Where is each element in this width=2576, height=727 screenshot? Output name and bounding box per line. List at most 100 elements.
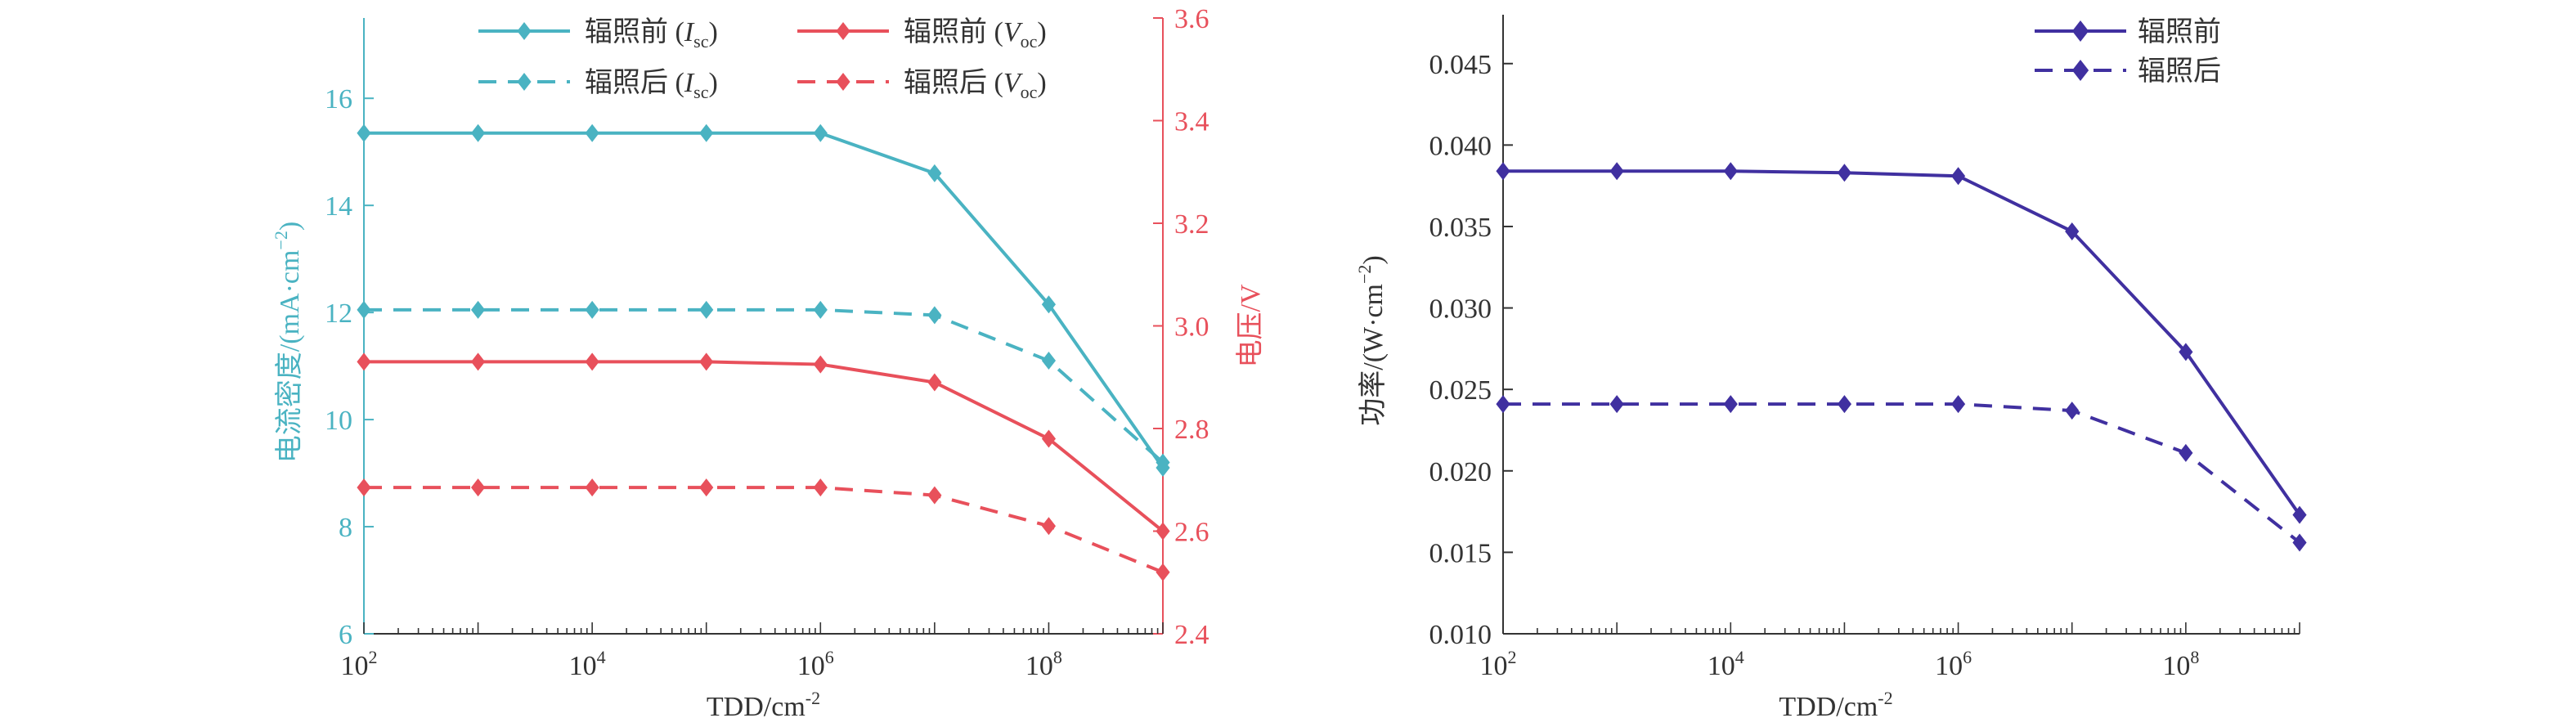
legend-paren: ) — [1037, 68, 1046, 98]
left-y-axis-label: 电流密度/(mA·cm−2) — [271, 222, 305, 463]
y-axis-label-sup: −2 — [1354, 265, 1375, 284]
legend-sub: oc — [1021, 82, 1038, 102]
data-point — [1609, 162, 1624, 181]
legend-entry: 辐照后 — [2035, 56, 2221, 87]
legend-var: I — [684, 17, 695, 47]
legend-entry: 辐照前 (Voc) — [797, 16, 1047, 52]
y-tick-label: 0.010 — [1429, 620, 1492, 650]
x-tick-base: 10 — [2162, 651, 2190, 681]
series-line-0 — [364, 131, 1165, 469]
x-tick-exp: 6 — [825, 647, 834, 667]
data-point — [357, 123, 371, 142]
data-point — [2179, 443, 2193, 462]
legend-marker — [2071, 60, 2089, 81]
right-y-tick-label: 3.2 — [1174, 209, 1209, 240]
legend-label: 辐照前 (Isc) — [585, 16, 718, 52]
x-axis-label: TDD/cm-2 — [1779, 688, 1892, 722]
x-tick-label: 106 — [1935, 647, 1972, 681]
data-point — [927, 486, 942, 505]
x-tick-base: 10 — [1480, 651, 1508, 681]
legend-paren: ( — [668, 68, 684, 98]
legend-label: 辐照后 (Voc) — [904, 67, 1047, 102]
legend-paren: ) — [708, 68, 717, 98]
series-line-2 — [364, 360, 1165, 533]
data-point — [585, 478, 599, 497]
y-tick-label: 0.030 — [1429, 294, 1492, 325]
left-y-tick-label: 10 — [325, 406, 352, 436]
legend-sub: oc — [1021, 31, 1038, 52]
data-point — [1041, 295, 1057, 314]
x-tick-label: 108 — [2162, 647, 2199, 681]
right-y-tick-label: 3.4 — [1174, 107, 1209, 137]
data-point — [357, 300, 371, 319]
x-tick-label: 106 — [797, 647, 834, 681]
chart-2: 0.010 0.015 0.020 0.025 0.030 0.035 0.040 0.045… — [1354, 15, 2307, 722]
series-line-3 — [364, 486, 1164, 574]
legend-label: 辐照前 — [2138, 16, 2221, 47]
left-y-tick-label: 6 — [339, 620, 352, 650]
x-tick-label: 108 — [1025, 647, 1062, 681]
legend-paren: ) — [1037, 17, 1046, 47]
data-point — [470, 300, 486, 319]
left-y-tick-label: 14 — [325, 191, 352, 222]
data-point — [1837, 395, 1852, 414]
legend-marker — [517, 73, 532, 91]
right-y-tick-label: 3.0 — [1174, 312, 1209, 343]
x-tick-label: 104 — [1708, 647, 1744, 681]
left-y-axis-label-sup: −2 — [271, 231, 291, 249]
data-point — [1950, 167, 1966, 186]
data-point — [1041, 352, 1057, 370]
data-point — [585, 352, 599, 371]
data-point — [699, 478, 714, 497]
x-tick-exp: 4 — [1735, 647, 1744, 667]
legend-sub: sc — [693, 31, 709, 52]
x-tick-base: 10 — [797, 651, 825, 681]
data-point — [1156, 453, 1170, 472]
y-tick-label: 0.025 — [1429, 375, 1492, 406]
data-point — [699, 352, 714, 371]
legend-paren: ( — [668, 17, 684, 47]
x-tick-exp: 6 — [1963, 647, 1972, 667]
legend-entry: 辐照前 (Isc) — [478, 16, 718, 52]
data-point — [1156, 522, 1170, 541]
data-point — [1723, 395, 1738, 414]
x-tick-base: 10 — [569, 651, 597, 681]
x-tick-label: 102 — [341, 647, 378, 681]
legend-marker — [836, 22, 850, 40]
left-y-tick-label: 12 — [325, 298, 352, 329]
right-y-axis-label: 电压/V — [1235, 284, 1266, 367]
x-axis-label-sup: -2 — [1878, 688, 1892, 708]
data-point — [357, 478, 371, 497]
x-tick-base: 10 — [1025, 651, 1053, 681]
series-line-1 — [364, 307, 1165, 464]
data-point — [2179, 343, 2193, 361]
data-point — [1496, 395, 1510, 414]
y-axis-label: 功率/(W·cm−2) — [1354, 255, 1389, 425]
data-point — [813, 355, 828, 374]
data-point — [1950, 395, 1966, 414]
y-tick-label: 0.035 — [1429, 213, 1492, 243]
data-point — [1041, 517, 1057, 536]
y-tick-label: 0.020 — [1429, 457, 1492, 487]
data-point — [813, 123, 828, 142]
x-axis-label-text: TDD/cm — [1779, 692, 1878, 722]
data-point — [1609, 395, 1624, 414]
data-point — [2292, 505, 2307, 524]
legend-entry: 辐照后 (Voc) — [797, 67, 1047, 102]
data-point — [1837, 164, 1852, 182]
legend-label: 辐照后 (Isc) — [585, 67, 718, 102]
x-tick-exp: 4 — [597, 647, 606, 667]
x-axis-label: TDD/cm-2 — [707, 688, 820, 722]
y-axis-label-text: 功率/(W·cm — [1358, 284, 1389, 426]
legend-paren: ) — [708, 17, 717, 47]
legend-name: 辐照后 — [585, 67, 668, 98]
left-y-tick-label: 8 — [339, 513, 352, 543]
data-point — [470, 478, 486, 497]
legend-label: 辐照前 (Voc) — [904, 16, 1047, 52]
legend-name: 辐照前 — [904, 16, 987, 47]
data-point — [813, 300, 828, 319]
data-point — [585, 300, 599, 319]
x-axis-label-text: TDD/cm — [707, 692, 806, 722]
data-point — [1041, 429, 1057, 448]
